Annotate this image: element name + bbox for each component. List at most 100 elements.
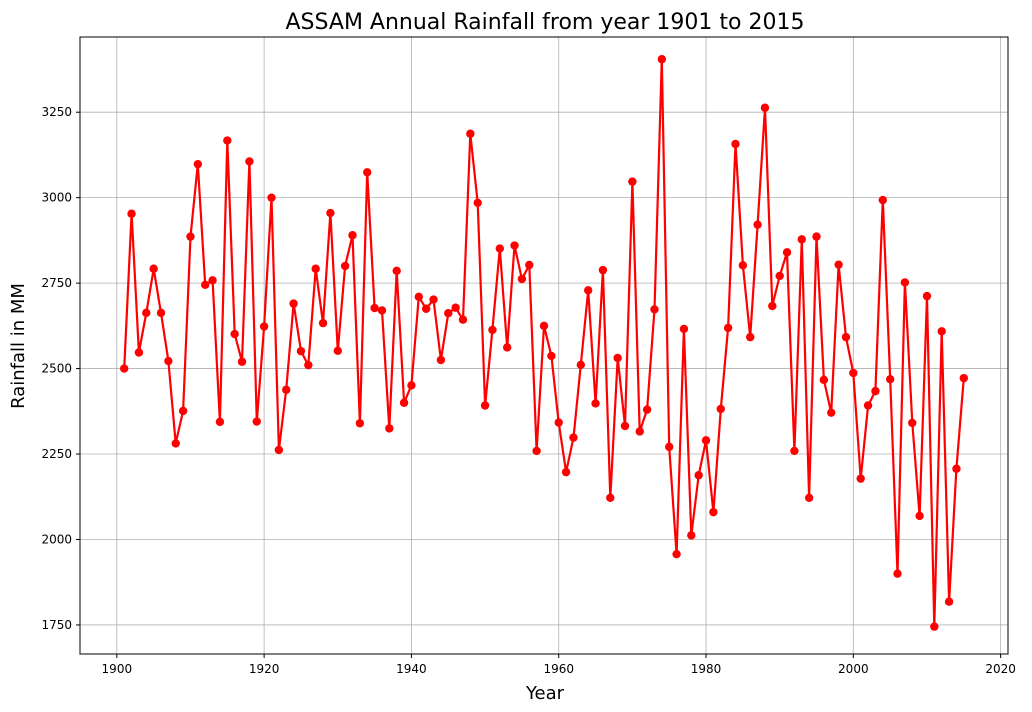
data-point <box>723 323 733 333</box>
data-point <box>915 511 924 521</box>
data-point <box>149 264 158 273</box>
data-point <box>134 348 144 357</box>
data-point <box>753 220 762 229</box>
data-point <box>657 55 667 64</box>
data-point <box>156 308 166 318</box>
data-point <box>525 260 534 270</box>
x-tick-label: 1920 <box>249 662 280 676</box>
data-point <box>893 569 902 578</box>
data-point <box>878 195 887 205</box>
data-point <box>576 360 586 370</box>
data-point <box>591 399 600 408</box>
data-point <box>326 208 335 218</box>
data-point <box>495 244 505 253</box>
data-point <box>510 241 519 250</box>
data-point <box>348 231 357 240</box>
data-point <box>834 260 843 269</box>
data-point <box>620 421 630 431</box>
data-point <box>613 353 622 363</box>
data-point <box>863 401 873 410</box>
x-tick-label: 1960 <box>543 662 574 676</box>
series-layer <box>119 55 969 631</box>
data-point <box>296 346 306 356</box>
data-point <box>333 346 342 355</box>
data-point <box>650 305 659 314</box>
data-point <box>480 401 490 410</box>
data-point <box>952 464 961 473</box>
data-point <box>208 276 217 285</box>
rainfall-series-line <box>123 58 965 628</box>
data-point <box>532 446 541 456</box>
x-tick-label: 2020 <box>985 662 1016 676</box>
data-point <box>959 373 969 383</box>
y-tick-label: 2000 <box>41 532 72 546</box>
y-tick-label: 1750 <box>41 618 72 632</box>
data-point <box>399 398 409 407</box>
y-tick-label: 3000 <box>41 191 72 205</box>
data-point <box>282 385 291 394</box>
x-tick-label: 1900 <box>102 662 133 676</box>
data-point <box>687 531 696 540</box>
data-point <box>738 261 748 270</box>
data-point <box>193 159 203 169</box>
data-point <box>429 295 438 304</box>
data-point <box>392 266 401 276</box>
data-point <box>908 418 917 428</box>
data-point <box>444 308 453 318</box>
y-tick-label: 3250 <box>41 105 72 119</box>
data-point <box>569 433 578 442</box>
data-point <box>768 301 777 311</box>
data-point <box>414 292 423 301</box>
data-point <box>230 329 239 339</box>
data-point <box>223 136 232 145</box>
data-point <box>274 445 284 455</box>
data-point <box>871 386 880 396</box>
data-point <box>944 597 954 606</box>
data-point <box>407 381 416 390</box>
data-point <box>355 419 365 428</box>
plot-frame <box>79 36 1009 655</box>
grid-lines <box>80 37 1008 654</box>
data-point <box>782 248 792 257</box>
y-tick-label: 2500 <box>41 362 72 376</box>
data-point <box>642 405 652 414</box>
data-point <box>930 622 939 631</box>
data-point <box>554 418 563 427</box>
data-point <box>709 507 718 517</box>
x-tick-label: 2000 <box>838 662 869 676</box>
data-point <box>201 280 210 290</box>
data-point <box>885 374 895 384</box>
data-point <box>900 278 910 287</box>
data-point <box>127 209 136 218</box>
data-point <box>171 439 180 448</box>
y-axis-label: Rainfall in MM <box>8 283 29 409</box>
data-point <box>716 404 725 414</box>
data-point <box>849 368 858 378</box>
data-point <box>289 299 298 308</box>
data-point <box>937 327 946 336</box>
data-point <box>841 332 851 342</box>
data-point <box>259 322 269 331</box>
data-point <box>606 493 615 502</box>
data-point <box>812 232 821 241</box>
data-point <box>547 351 556 361</box>
data-point <box>267 193 276 202</box>
chart-title: ASSAM Annual Rainfall from year 1901 to … <box>286 10 805 35</box>
data-point <box>488 325 497 335</box>
data-point <box>827 408 836 417</box>
data-point <box>701 436 711 445</box>
data-point <box>502 343 512 352</box>
y-tick-label: 2250 <box>41 447 72 461</box>
data-point <box>370 303 379 313</box>
data-point <box>436 355 446 365</box>
data-point <box>385 424 394 433</box>
data-point <box>760 103 770 112</box>
data-point <box>245 157 254 166</box>
data-point <box>142 308 151 318</box>
data-point <box>856 474 865 483</box>
data-point <box>797 235 806 244</box>
data-point <box>252 417 261 426</box>
data-point <box>466 129 475 138</box>
data-point <box>922 291 932 301</box>
